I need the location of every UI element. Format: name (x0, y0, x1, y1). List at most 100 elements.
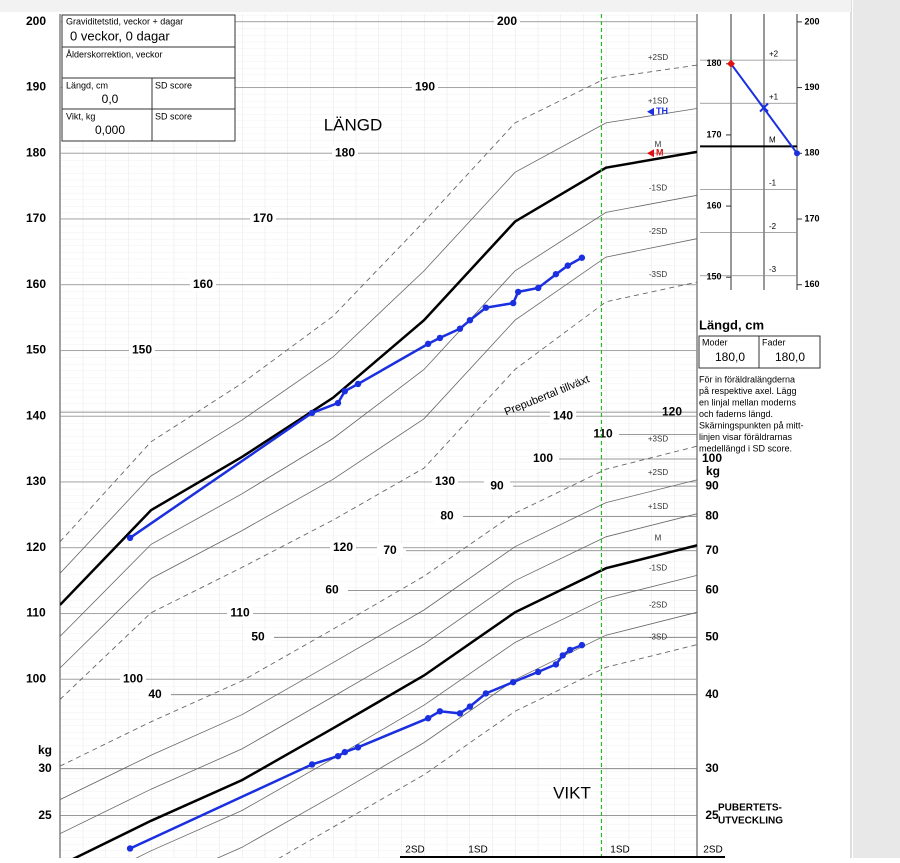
patient-point (466, 703, 474, 710)
reference-curve (216, 611, 697, 858)
patient-point (308, 409, 316, 417)
parent-panel: Längd, cm Moder 180,0 Fader 180,0 (698, 317, 821, 369)
y-tick-label: 150 (26, 343, 46, 357)
label-bg (330, 540, 356, 555)
curve-label: +1SD (648, 97, 668, 106)
patient-point (552, 661, 560, 668)
field-label: SD score (155, 80, 192, 90)
field-label: SD score (155, 111, 192, 121)
reference-curve (72, 544, 697, 858)
reference-curve (135, 575, 697, 858)
y-tick-label: 30 (38, 761, 52, 775)
patient-point (456, 710, 464, 717)
patient-point (354, 744, 362, 751)
patient-point (436, 334, 444, 342)
y-tick-label: 180 (26, 145, 46, 159)
y2-tick-label: 170 (804, 213, 819, 223)
inner-tick-label: 100 (123, 671, 143, 685)
puberty-title: PUBERTETS- (718, 803, 782, 814)
y2-tick-label: 200 (804, 16, 819, 26)
y2-tick-label: 25 (705, 808, 719, 822)
puberty-label: 2SD (405, 845, 424, 856)
inner-tick-label: 200 (497, 14, 517, 28)
y-tick-label: 200 (26, 14, 46, 28)
patient-point (436, 708, 444, 715)
note-text: en linjal mellan moderns (699, 397, 797, 407)
label-bg (120, 672, 146, 687)
inner-tick-label: 50 (251, 629, 265, 643)
curves (60, 21, 697, 816)
reference-curve (60, 108, 697, 574)
curve-label: -3SD (649, 633, 667, 642)
y2-tick-label: 90 (705, 478, 719, 492)
y-tick-label: 160 (706, 200, 721, 210)
curve-label: +3SD (648, 434, 668, 443)
reference-curve (60, 238, 697, 669)
inner-tick-label: 60 (325, 583, 339, 597)
field-label: Vikt, kg (66, 111, 95, 121)
field-value: 0,000 (95, 123, 125, 137)
y-tick-label: 100 (26, 671, 46, 685)
note-text: och faderns längd. (699, 409, 773, 419)
curve-label: -2SD (649, 600, 667, 609)
target-marker (647, 149, 654, 158)
patient-point (482, 690, 490, 697)
y2-tick-label: 180 (804, 148, 819, 158)
ruler (0, 0, 851, 12)
y-tick-label: 180 (706, 58, 721, 68)
inner-tick-label: 140 (553, 408, 573, 422)
reference-curve (60, 445, 697, 767)
inner-tick-label: 100 (533, 451, 553, 465)
puberty-label: 2SD (703, 845, 722, 856)
puberty-title: UTVECKLING (718, 816, 783, 827)
inner-tick-label: 90 (490, 478, 504, 492)
field-value: 0,0 (102, 92, 119, 106)
patient-point (341, 387, 349, 395)
y2-tick-label: 70 (705, 543, 719, 557)
label-bg (227, 606, 253, 621)
patient-point (578, 641, 586, 649)
patient-point (334, 752, 342, 760)
label-bg (432, 474, 458, 489)
label-bg (319, 583, 345, 598)
reference-curve (278, 644, 697, 858)
chart-title: LÄNGD (324, 115, 383, 134)
y-tick-label: 150 (706, 272, 721, 282)
mother-marker (727, 59, 735, 68)
inner-tick-label: 150 (132, 343, 152, 357)
curve-label: -1SD (649, 564, 667, 573)
reference-curve (60, 194, 697, 637)
y2-tick-label: 80 (705, 509, 719, 523)
label-bg (484, 479, 510, 494)
y2-tick-label: 30 (705, 761, 719, 775)
curve-label: +2SD (648, 53, 668, 62)
inner-tick-label: 120 (333, 540, 353, 554)
midparent-marker (759, 102, 769, 113)
field-label: Ålderskorrektion, veckor (66, 49, 163, 59)
y2-tick-label: 60 (705, 583, 719, 597)
label-bg (142, 687, 168, 702)
label-bg (245, 630, 271, 645)
patient-point (514, 288, 522, 296)
note-text: För in föräldralängderna (699, 374, 795, 384)
field-label: Moder (702, 337, 728, 347)
patient-point (456, 325, 464, 332)
label-bg (494, 14, 520, 29)
label-bg (590, 427, 616, 442)
patient-point (424, 340, 432, 348)
label-bg (129, 343, 155, 358)
field-label: Graviditetstid, veckor + dagar (66, 16, 183, 26)
sd-tick-label: -3 (769, 265, 777, 274)
y2-tick-label: 100 (702, 451, 722, 465)
patient-point (354, 380, 362, 388)
reference-curve (60, 64, 697, 543)
curve-label: -2SD (649, 227, 667, 236)
patient-point (535, 668, 542, 676)
note-text: medellängd i SD score. (699, 443, 792, 453)
field-value: 180,0 (715, 350, 745, 364)
inner-tick-label: 130 (435, 474, 455, 488)
curve-label: +2SD (648, 468, 668, 477)
y-tick-label: 110 (26, 606, 46, 620)
patient-line (129, 256, 583, 539)
